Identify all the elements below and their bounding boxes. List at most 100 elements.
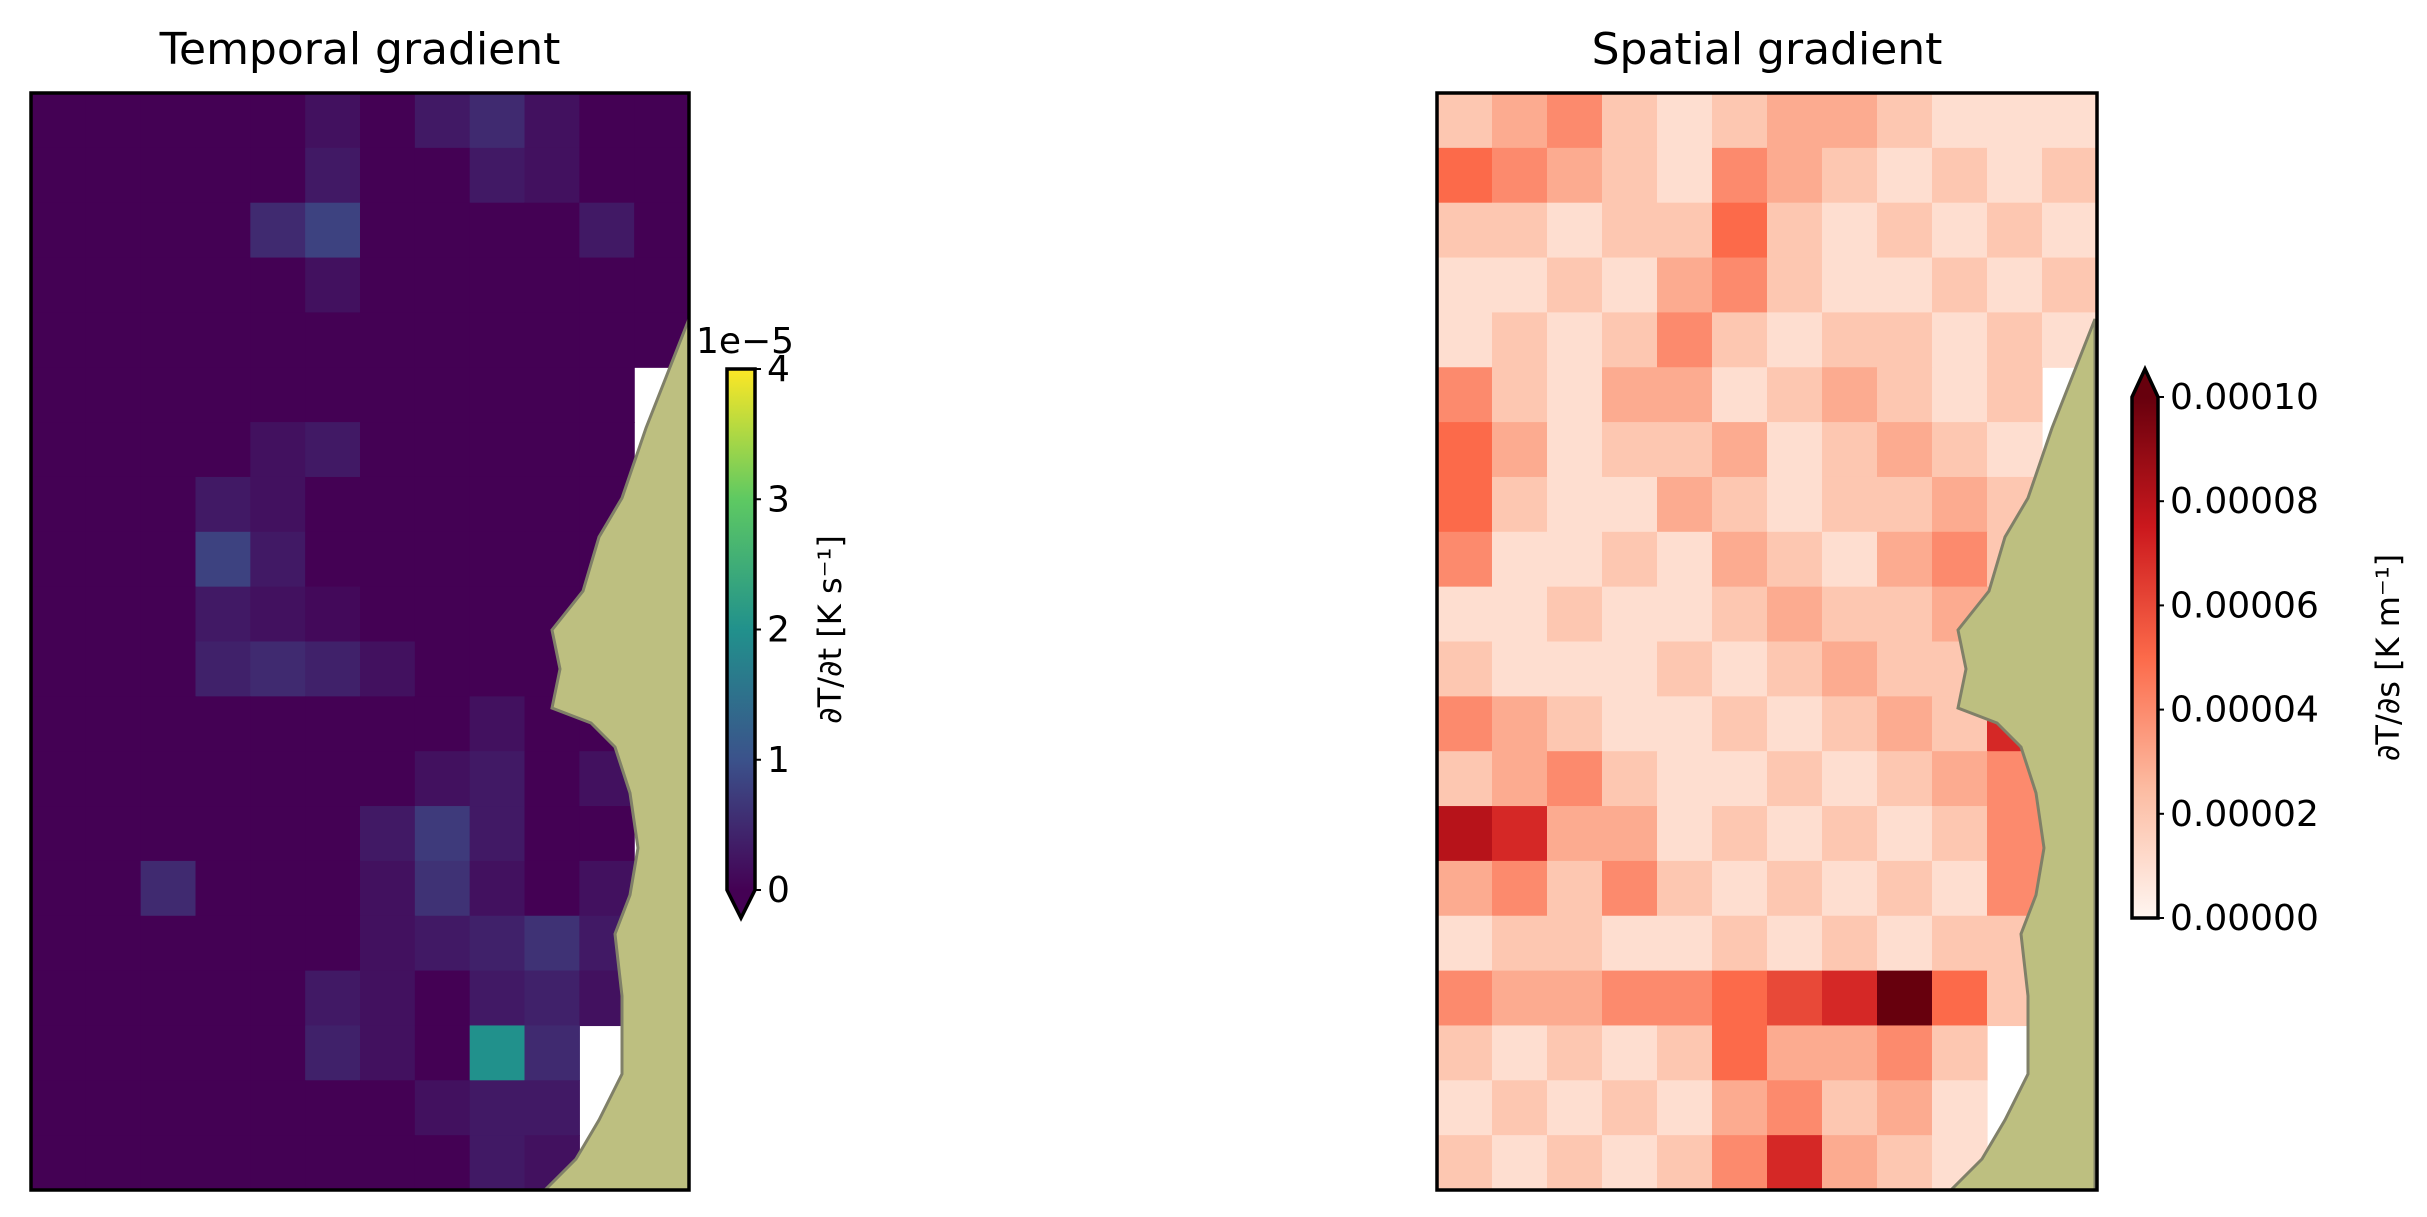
heatmap-cell: [31, 806, 87, 862]
heatmap-cell: [1602, 422, 1658, 478]
heatmap-cell: [1602, 1135, 1658, 1191]
heatmap-cell: [1602, 147, 1658, 204]
heatmap-cell: [85, 860, 142, 917]
heatmap-cell: [140, 476, 197, 533]
heatmap-cell: [1877, 696, 1933, 752]
heatmap-cell: [140, 202, 197, 259]
heatmap-cell: [524, 970, 580, 1027]
heatmap-cell: [360, 806, 416, 862]
heatmap-cell: [1547, 422, 1603, 478]
heatmap-cell: [1712, 641, 1768, 697]
heatmap-cell: [414, 367, 471, 423]
heatmap-cell: [1712, 476, 1768, 533]
heatmap-cell: [469, 641, 526, 697]
heatmap-cell: [634, 257, 690, 313]
heatmap-cell: [85, 257, 142, 313]
heatmap-cell: [31, 1080, 87, 1136]
heatmap-cell: [524, 257, 580, 313]
heatmap-cell: [1712, 257, 1768, 313]
colorbar-tick-label: 0.00000: [2170, 898, 2319, 939]
heatmap-cell: [140, 422, 197, 478]
heatmap-cell: [250, 696, 306, 752]
heatmap-cell: [1492, 860, 1548, 917]
heatmap-cell: [1437, 367, 1493, 423]
heatmap-cell: [414, 915, 471, 972]
heatmap-cell: [250, 915, 306, 972]
colorbar-label: ∂T/∂s [K m⁻¹]: [2369, 554, 2407, 761]
heatmap-cell: [524, 312, 580, 368]
heatmap-cell: [1712, 202, 1768, 259]
heatmap-cell: [2042, 257, 2098, 313]
heatmap-cell: [414, 641, 471, 697]
heatmap-cell: [469, 476, 526, 533]
heatmap-cell: [1492, 1080, 1548, 1136]
heatmap-cell: [31, 751, 87, 807]
heatmap-cell: [140, 860, 197, 917]
heatmap-cell: [634, 93, 690, 149]
heatmap-cell: [85, 806, 142, 862]
heatmap-cell: [360, 860, 416, 917]
heatmap-cell: [250, 970, 306, 1027]
heatmap-cell: [1657, 93, 1713, 149]
heatmap-cell: [1932, 476, 1988, 533]
heatmap-cell: [1712, 1135, 1768, 1191]
heatmap-cell: [250, 476, 306, 533]
heatmap-cell: [524, 202, 580, 259]
heatmap-cell: [1437, 751, 1493, 807]
heatmap-cell: [140, 586, 197, 643]
heatmap-cell: [1932, 806, 1988, 862]
heatmap-cell: [250, 367, 306, 423]
heatmap-cell: [634, 147, 690, 204]
heatmap-cell: [305, 1025, 361, 1081]
heatmap-cell: [1712, 367, 1768, 423]
heatmap-cell: [1602, 367, 1658, 423]
heatmap-cell: [1932, 531, 1988, 588]
heatmap-cell: [360, 93, 416, 149]
heatmap-cell: [195, 641, 251, 697]
heatmap-cell: [1822, 422, 1878, 478]
heatmap-cell: [1767, 860, 1823, 917]
heatmap-cell: [1712, 751, 1768, 807]
heatmap-cell: [414, 93, 471, 149]
heatmap-cell: [469, 970, 526, 1027]
heatmap-cell: [1492, 476, 1548, 533]
heatmap-cell: [1822, 696, 1878, 752]
heatmap-cell: [31, 367, 87, 423]
heatmap-cell: [1932, 93, 1988, 149]
heatmap-cell: [1657, 202, 1713, 259]
heatmap-cell: [360, 531, 416, 588]
colorbar-extend: [2132, 369, 2158, 397]
heatmap-cell: [1437, 531, 1493, 588]
heatmap-cell: [1822, 970, 1878, 1027]
heatmap-cell: [1767, 531, 1823, 588]
heatmap-cell: [579, 422, 635, 478]
heatmap-cell: [250, 1080, 306, 1136]
heatmap-cell: [1437, 860, 1493, 917]
heatmap-cell: [140, 641, 197, 697]
heatmap-cell: [414, 257, 471, 313]
heatmap-cell: [1987, 147, 2043, 204]
heatmap-cell: [1492, 970, 1548, 1027]
heatmap-cell: [305, 202, 361, 259]
heatmap-cell: [1877, 915, 1933, 972]
heatmap-cell: [1987, 257, 2043, 313]
heatmap-cell: [414, 202, 471, 259]
coastline: [1947, 318, 2097, 1192]
heatmap-cell: [1492, 147, 1548, 204]
heatmap-cell: [524, 367, 580, 423]
heatmap-cell: [1877, 476, 1933, 533]
heatmap-cell: [524, 806, 580, 862]
heatmap-cell: [1987, 202, 2043, 259]
heatmap-cell: [1877, 806, 1933, 862]
heatmap-cell: [305, 915, 361, 972]
heatmap-cell: [1657, 751, 1713, 807]
heatmap-cell: [414, 1025, 471, 1081]
heatmap-cell: [85, 1025, 142, 1081]
heatmap-cell: [1932, 970, 1988, 1027]
colorbar-tick-label: 0.00002: [2170, 794, 2319, 835]
heatmap-cell: [1987, 367, 2043, 423]
heatmap-cell: [1437, 312, 1493, 368]
heatmap-cell: [360, 1080, 416, 1136]
colorbar-tick-label: 4: [767, 349, 790, 390]
heatmap-cell: [195, 1025, 251, 1081]
